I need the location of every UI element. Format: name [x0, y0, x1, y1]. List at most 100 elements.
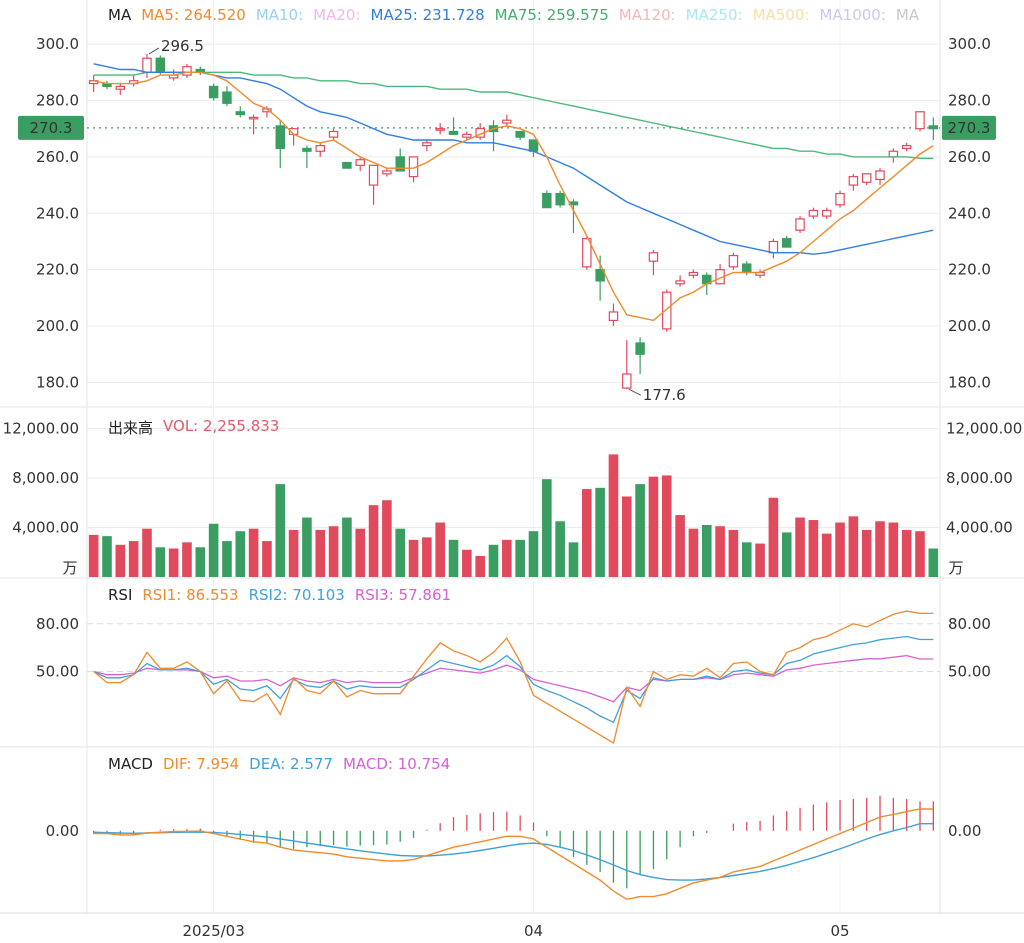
- volume-bar: [355, 528, 366, 577]
- volume-bar: [462, 549, 472, 577]
- macd-tick-label-right: 0.00: [948, 822, 981, 840]
- volume-bar: [648, 476, 659, 577]
- candle-body: [742, 263, 752, 274]
- volume-bar: [621, 496, 632, 577]
- volume-bar: [595, 487, 605, 577]
- volume-bar: [795, 517, 805, 577]
- rsi-tick-label-right: 50.00: [948, 662, 991, 680]
- volume-bar: [368, 505, 379, 577]
- candle-body: [795, 218, 805, 231]
- volume-bar: [195, 547, 206, 577]
- volume-bar: [422, 537, 432, 577]
- macd-legend-item: DEA: 2.577: [249, 755, 333, 773]
- price-legend-item: MA120:: [618, 6, 676, 24]
- volume-bar: [608, 454, 619, 577]
- price-legend-item: MA500:: [752, 6, 810, 24]
- volume-bar: [142, 528, 152, 577]
- volume-bar: [262, 541, 272, 577]
- volume-bar: [861, 529, 872, 577]
- volume-bar: [888, 522, 899, 577]
- dif-line: [93, 808, 934, 901]
- candle-body: [901, 145, 912, 150]
- candle-body: [448, 130, 459, 135]
- volume-bar: [528, 531, 539, 577]
- price-tick-label-right: 180.0: [948, 373, 991, 391]
- price-tick-label-left: 240.0: [36, 204, 79, 222]
- candle-body: [915, 111, 925, 130]
- volume-tick-label-right: 8,000.00: [946, 469, 1013, 487]
- candle-body: [502, 119, 512, 124]
- candle-body: [888, 150, 899, 158]
- price-tick-label-left: 180.0: [36, 373, 79, 391]
- macd-panel-title: MACD: [108, 755, 153, 773]
- volume-bar: [555, 521, 565, 577]
- candle-body: [395, 156, 405, 172]
- rsi-tick-label-left: 50.00: [36, 662, 79, 680]
- volume-bar: [102, 536, 112, 577]
- volume-bar: [128, 541, 139, 577]
- candle-body: [435, 128, 445, 131]
- high-price-label: 296.5: [161, 37, 204, 55]
- candle-body: [142, 57, 152, 73]
- candle-body: [608, 311, 619, 322]
- candle-body: [848, 176, 859, 186]
- candle-body: [808, 209, 819, 217]
- candle-body: [622, 373, 632, 389]
- candle-body: [248, 116, 259, 120]
- ma25-line: [93, 63, 934, 255]
- candle-body: [302, 147, 312, 152]
- candle-body: [462, 133, 472, 138]
- candle-body: [235, 111, 246, 116]
- candle-body: [342, 161, 352, 169]
- volume-bar: [382, 500, 392, 577]
- price-legend-item: MA: [895, 6, 920, 24]
- candle-body: [182, 66, 192, 76]
- volume-bar: [222, 541, 232, 577]
- volume-bar: [835, 522, 845, 577]
- candle-body: [781, 238, 792, 248]
- candle-body: [875, 170, 885, 181]
- macd-legend-item: MACD: 10.754: [342, 755, 451, 773]
- volume-bar: [635, 484, 645, 577]
- price-panel-title: MA: [108, 6, 132, 24]
- price-tick-label-right: 260.0: [948, 148, 991, 166]
- candle-body: [208, 85, 219, 99]
- volume-bar: [315, 529, 326, 577]
- volume-bar: [542, 479, 552, 577]
- volume-bar: [408, 539, 419, 577]
- candle-body: [675, 280, 685, 285]
- x-tick-label: 2025/03: [182, 922, 244, 940]
- candle-body: [861, 173, 872, 183]
- volume-unit-left: 万: [62, 559, 77, 577]
- volume-legend-value: VOL: 2,255.833: [163, 417, 280, 435]
- candle-body: [768, 240, 779, 254]
- volume-bar: [235, 531, 246, 577]
- volume-bar: [88, 534, 99, 577]
- high-marker-line: [148, 47, 160, 55]
- rsi-legend: RSI RSI1: 86.553 RSI2: 70.103 RSI3: 57.861: [108, 586, 451, 604]
- candle-body: [582, 238, 592, 268]
- volume-unit-right: 万: [948, 559, 963, 577]
- candle-body: [328, 130, 339, 138]
- candle-body: [515, 130, 525, 138]
- rsi-legend-item: RSI2: 70.103: [248, 586, 345, 604]
- candle-body: [835, 192, 845, 206]
- rsi3-line: [93, 654, 934, 703]
- price-tick-label-right: 280.0: [948, 91, 991, 109]
- rsi-legend-item: RSI1: 86.553: [142, 586, 239, 604]
- macd-legend-item: DIF: 7.954: [162, 755, 240, 773]
- price-legend-item: MA5: 264.520: [141, 6, 246, 24]
- volume-bar: [701, 524, 712, 577]
- price-tick-label-left: 220.0: [36, 261, 79, 279]
- macd-legend: MACD DIF: 7.954 DEA: 2.577 MACD: 10.754: [108, 755, 450, 773]
- candle-body: [688, 271, 699, 276]
- volume-bar: [448, 539, 459, 577]
- volume-bar: [715, 526, 725, 577]
- candle-body: [821, 209, 832, 217]
- volume-panel-title: 出来高: [108, 419, 154, 437]
- current-price-label-right: 270.3: [948, 119, 991, 137]
- price-tick-label-left: 300.0: [36, 35, 79, 53]
- volume-bar: [288, 529, 299, 577]
